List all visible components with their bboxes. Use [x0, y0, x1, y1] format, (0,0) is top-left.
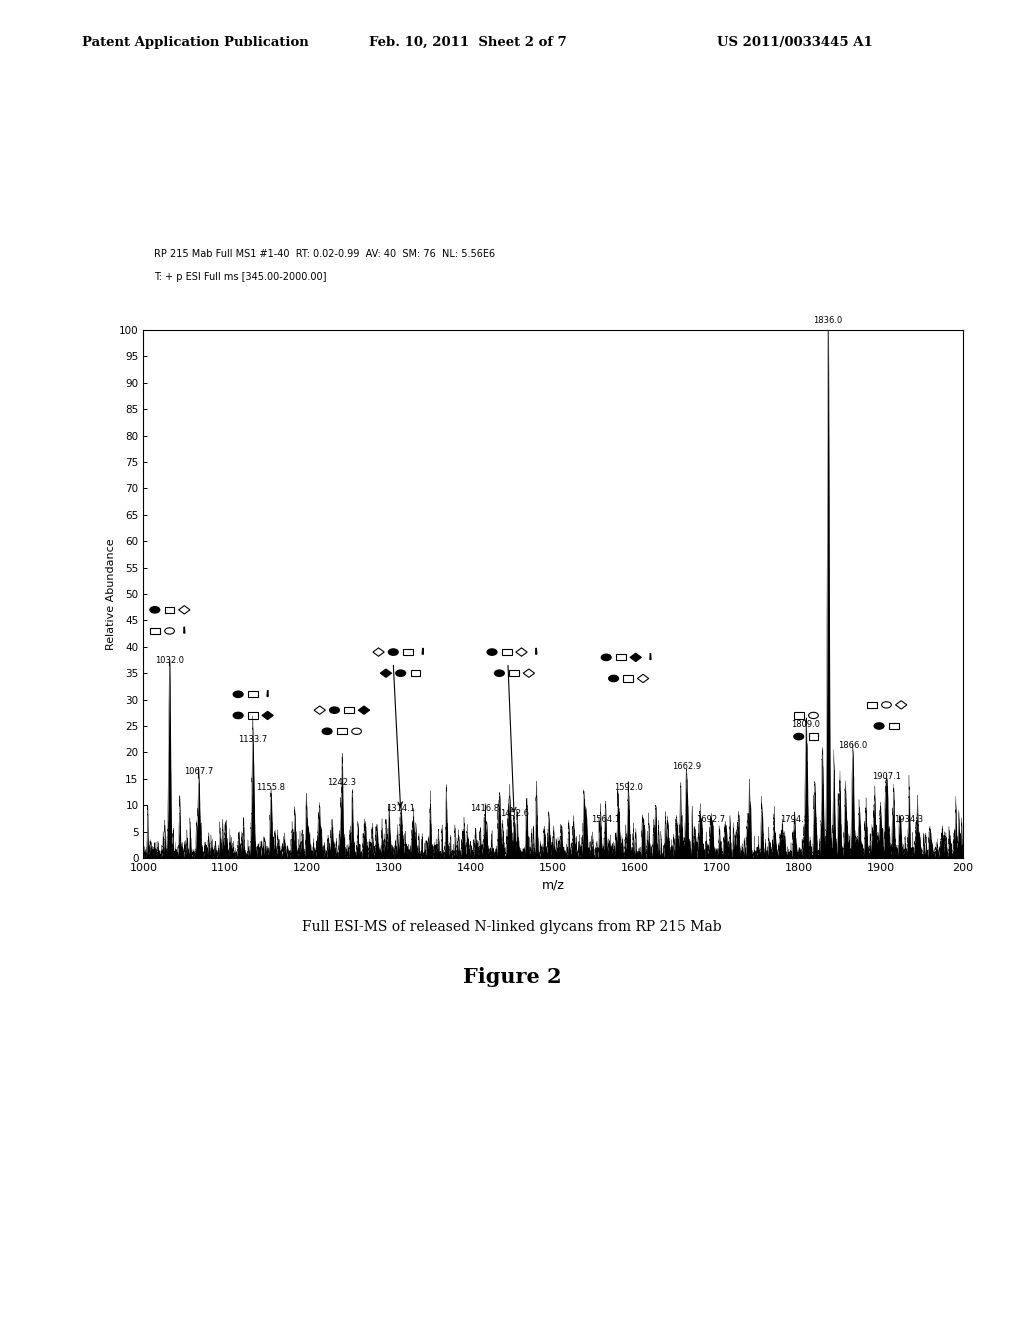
Text: 1836.0: 1836.0 — [814, 315, 843, 325]
Ellipse shape — [233, 713, 243, 718]
Text: 1809.0: 1809.0 — [792, 719, 820, 729]
Text: 1794.8: 1794.8 — [780, 814, 809, 824]
Text: 1662.9: 1662.9 — [672, 762, 701, 771]
Text: 1692.7: 1692.7 — [696, 814, 725, 824]
Text: Figure 2: Figure 2 — [463, 968, 561, 987]
Text: Patent Application Publication: Patent Application Publication — [82, 36, 308, 49]
Ellipse shape — [323, 729, 332, 734]
Text: 1242.3: 1242.3 — [328, 777, 356, 787]
Ellipse shape — [396, 671, 406, 676]
Ellipse shape — [487, 649, 497, 655]
Text: 1314.1: 1314.1 — [386, 804, 415, 813]
Ellipse shape — [601, 655, 611, 660]
Ellipse shape — [233, 692, 243, 697]
Polygon shape — [380, 669, 391, 677]
Ellipse shape — [330, 708, 339, 713]
Ellipse shape — [794, 734, 804, 739]
Text: 1907.1: 1907.1 — [872, 772, 901, 781]
Text: 1592.0: 1592.0 — [614, 783, 643, 792]
Text: 1032.0: 1032.0 — [155, 656, 184, 665]
Text: RP 215 Mab Full MS1 #1-40  RT: 0.02-0.99  AV: 40  SM: 76  NL: 5.56E6: RP 215 Mab Full MS1 #1-40 RT: 0.02-0.99 … — [154, 249, 495, 260]
Text: 1133.7: 1133.7 — [239, 735, 267, 744]
Polygon shape — [358, 706, 370, 714]
Text: 1416.8: 1416.8 — [470, 804, 500, 813]
Text: 1155.8: 1155.8 — [256, 783, 286, 792]
Text: 1067.7: 1067.7 — [184, 767, 213, 776]
Text: Feb. 10, 2011  Sheet 2 of 7: Feb. 10, 2011 Sheet 2 of 7 — [369, 36, 566, 49]
Text: US 2011/0033445 A1: US 2011/0033445 A1 — [717, 36, 872, 49]
X-axis label: m/z: m/z — [542, 878, 564, 891]
Text: 1564.1: 1564.1 — [591, 814, 620, 824]
Text: 1934.3: 1934.3 — [894, 814, 924, 824]
Text: Full ESI-MS of released N-linked glycans from RP 215 Mab: Full ESI-MS of released N-linked glycans… — [302, 920, 722, 933]
Ellipse shape — [608, 676, 618, 681]
Y-axis label: Relative Abundance: Relative Abundance — [106, 539, 116, 649]
Ellipse shape — [495, 671, 504, 676]
Polygon shape — [630, 653, 641, 661]
Ellipse shape — [150, 607, 160, 612]
Ellipse shape — [874, 723, 884, 729]
Text: 1452.6: 1452.6 — [500, 809, 528, 818]
Text: 1866.0: 1866.0 — [839, 741, 867, 750]
Text: T: + p ESI Full ms [345.00-2000.00]: T: + p ESI Full ms [345.00-2000.00] — [154, 272, 326, 282]
Polygon shape — [262, 711, 273, 719]
Ellipse shape — [388, 649, 398, 655]
